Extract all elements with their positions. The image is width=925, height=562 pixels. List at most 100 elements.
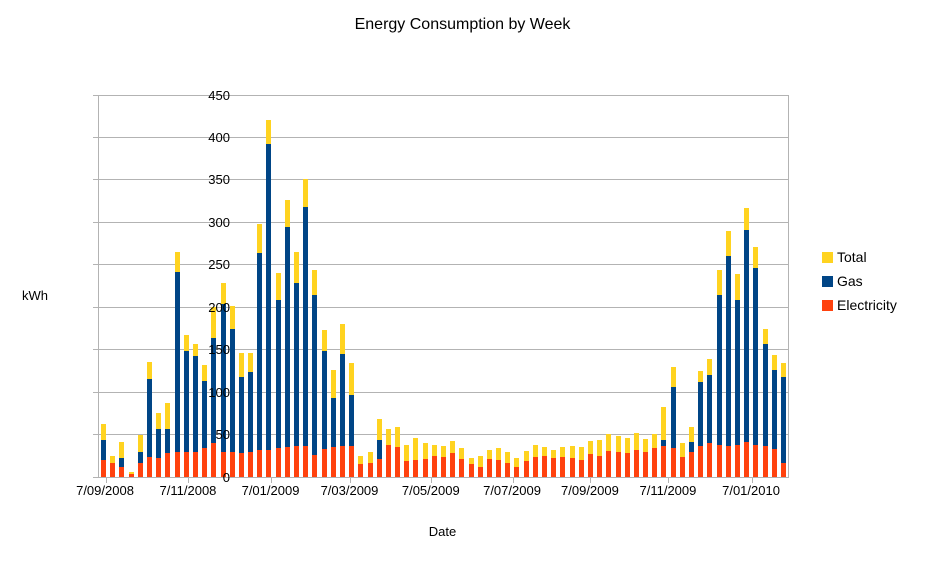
total-segment (431, 444, 437, 456)
electricity-segment (339, 445, 345, 477)
gas-segment (661, 439, 667, 446)
total-segment (137, 434, 143, 452)
x-axis-tick (751, 478, 753, 483)
gridline (99, 94, 788, 96)
gas-segment (716, 295, 722, 445)
gas-segment (734, 300, 740, 445)
total-segment (661, 407, 667, 440)
total-segment (762, 329, 768, 344)
electricity-segment (349, 446, 355, 477)
electricity-segment (156, 458, 162, 477)
y-axis-label: 150 (208, 342, 230, 358)
bar-week-73 (762, 329, 768, 477)
total-segment (119, 442, 125, 459)
x-axis-tick (590, 478, 592, 483)
bar-week-9 (174, 252, 180, 477)
electricity-segment (330, 447, 336, 477)
gridline (99, 391, 788, 393)
bar-week-31 (376, 419, 382, 477)
total-segment (652, 433, 658, 449)
electricity-segment (202, 448, 208, 477)
bar-week-34 (404, 444, 410, 477)
total-segment (597, 439, 603, 456)
gas-segment (192, 356, 198, 453)
total-segment (183, 335, 189, 352)
chart-title: Energy Consumption by Week (354, 16, 571, 33)
electricity-segment (689, 452, 695, 477)
total-segment (413, 437, 419, 461)
bar-week-17 (248, 353, 254, 477)
y-axis-label: 100 (208, 384, 230, 400)
legend-item-gas: Gas (822, 269, 897, 293)
y-axis-tick (93, 179, 98, 181)
gas-segment (248, 371, 254, 452)
y-axis-tick (93, 306, 98, 308)
bar-week-58 (624, 437, 630, 477)
electricity-segment (174, 451, 180, 477)
bar-week-45 (505, 451, 511, 477)
bar-week-39 (450, 441, 456, 477)
electricity-segment (119, 466, 125, 477)
gas-segment (753, 268, 759, 445)
total-segment (147, 361, 153, 380)
gas-segment (238, 376, 244, 454)
total-segment (339, 324, 345, 354)
total-segment (101, 424, 107, 440)
total-segment (275, 273, 281, 300)
bar-week-16 (238, 353, 244, 477)
electricity-segment (441, 457, 446, 477)
bar-week-24 (312, 269, 318, 477)
x-axis-label: 7/11/2008 (159, 483, 217, 498)
bar-week-66 (698, 370, 704, 477)
bar-week-37 (431, 444, 437, 477)
total-segment (744, 207, 750, 230)
electricity-segment (643, 451, 649, 477)
x-axis-tick (512, 478, 514, 483)
electricity-segment (404, 460, 410, 477)
bar-week-1 (101, 424, 107, 477)
bar-week-7 (156, 412, 162, 477)
gas-segment (257, 252, 263, 450)
electricity-segment (514, 466, 520, 477)
bar-week-57 (615, 436, 621, 477)
electricity-segment (780, 463, 786, 477)
gas-segment (202, 381, 208, 449)
total-segment (698, 370, 704, 382)
total-segment (192, 343, 198, 357)
y-axis-label: 250 (208, 257, 230, 273)
legend-label: Electricity (837, 297, 897, 313)
gas-segment (771, 370, 777, 449)
electricity-segment (560, 457, 566, 477)
bar-week-5 (137, 434, 143, 477)
total-segment (523, 450, 529, 461)
electricity-segment (744, 442, 750, 477)
total-segment (468, 457, 474, 465)
gas-segment (275, 299, 281, 449)
electricity-segment (128, 473, 134, 477)
gridline (99, 264, 788, 266)
gas-segment (101, 439, 107, 461)
bar-week-23 (303, 179, 309, 477)
bar-week-6 (147, 361, 153, 477)
gas-segment (165, 429, 171, 454)
total-segment (385, 428, 391, 445)
total-segment (248, 353, 254, 372)
gas-segment (330, 398, 336, 448)
electricity-segment (422, 459, 428, 477)
total-segment (330, 370, 336, 399)
x-axis-label: 7/11/2009 (639, 483, 697, 498)
bar-week-42 (477, 455, 483, 477)
bar-week-10 (183, 335, 189, 477)
bar-week-71 (744, 207, 750, 477)
electricity-segment (734, 444, 740, 477)
legend-label: Total (837, 249, 867, 265)
total-segment (734, 274, 740, 301)
bar-week-46 (514, 457, 520, 477)
y-axis-label: 450 (208, 87, 230, 103)
electricity-segment (587, 454, 593, 477)
total-segment (689, 426, 695, 443)
electricity-segment (606, 450, 612, 477)
total-segment (587, 441, 593, 455)
electricity-segment (367, 463, 373, 477)
x-axis-label: 7/01/2010 (722, 483, 780, 498)
